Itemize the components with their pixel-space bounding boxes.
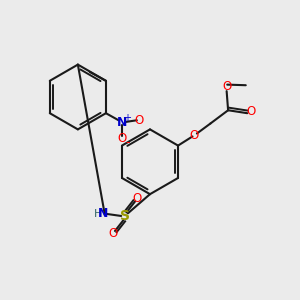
Text: H: H: [93, 209, 102, 219]
Text: -: -: [126, 136, 130, 149]
Text: N: N: [98, 207, 109, 220]
Text: S: S: [120, 209, 130, 223]
Text: O: O: [109, 227, 118, 240]
Text: O: O: [190, 129, 199, 142]
Text: O: O: [222, 80, 231, 94]
Text: +: +: [123, 113, 131, 123]
Text: O: O: [118, 132, 127, 145]
Text: N: N: [117, 116, 127, 128]
Text: O: O: [135, 114, 144, 127]
Text: O: O: [246, 105, 256, 118]
Text: O: O: [132, 192, 141, 205]
